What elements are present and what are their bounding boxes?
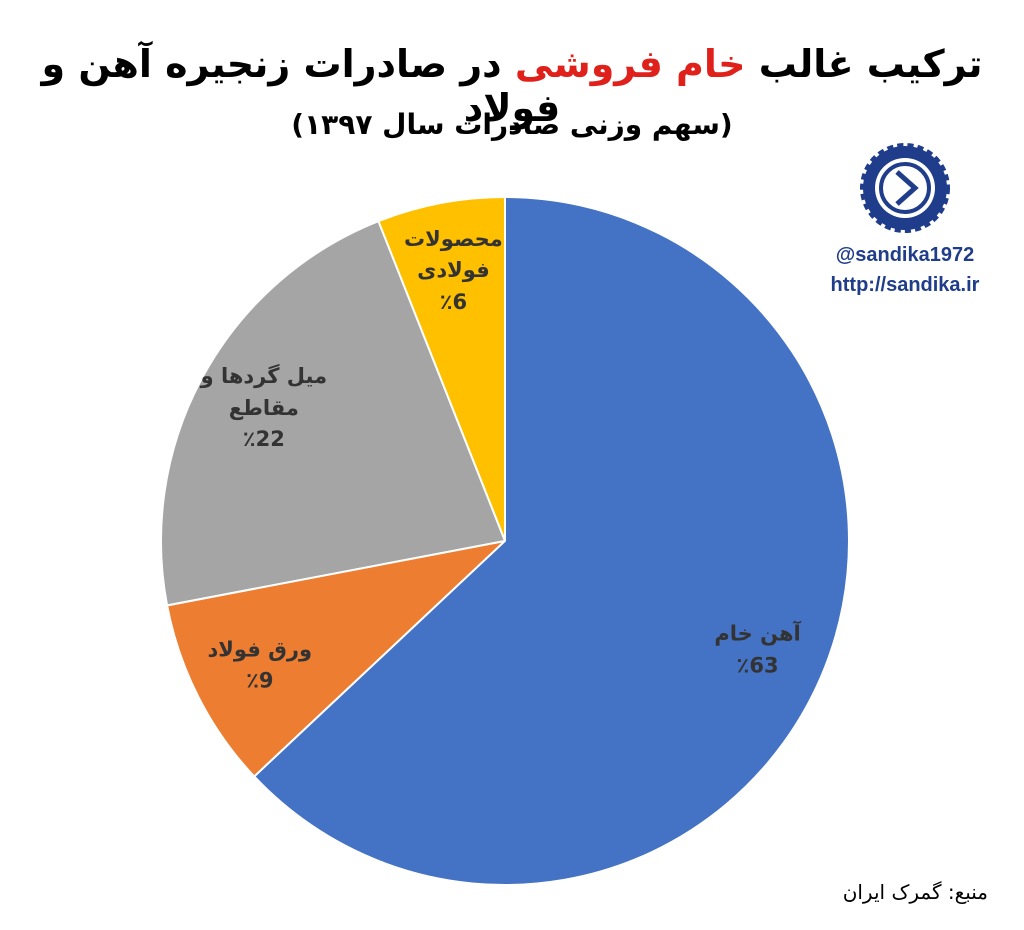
chart-subtitle: (سهم وزنی صادرات سال ۱۳۹۷) xyxy=(291,108,733,141)
value-label: ٪63 xyxy=(736,653,779,678)
source-note: منبع: گمرک ایران xyxy=(842,880,988,904)
title-part: خام فروشی xyxy=(514,42,746,86)
category-label: ورق فولاد xyxy=(207,637,313,662)
pie-slice xyxy=(165,539,509,778)
pie-slice xyxy=(252,195,850,886)
pie-slice xyxy=(377,195,506,542)
title-part: ترکیب غالب xyxy=(745,42,983,86)
slice-label: آهن خام ٪63 xyxy=(683,619,833,682)
category-label: آهن خام xyxy=(714,621,801,646)
value-label: ٪9 xyxy=(246,668,274,693)
title-part: در صادرات زنجیره آهن و فولاد xyxy=(41,42,561,130)
category-label: میل گردها و مقاطع xyxy=(200,364,328,420)
watermark-url: http://sandika.ir xyxy=(830,274,980,296)
chart-title: ترکیب غالب خام فروشی در صادرات زنجیره آه… xyxy=(0,42,1024,130)
slice-label: میل گردها و مقاطع ٪22 xyxy=(189,361,339,456)
watermark-handle: @sandika1972 xyxy=(835,244,975,266)
slice-label: ورق فولاد ٪9 xyxy=(185,634,335,697)
category-label: محصولات فولادی xyxy=(404,226,503,282)
value-label: ٪22 xyxy=(242,427,285,452)
pie-slice xyxy=(160,219,507,607)
value-label: ٪6 xyxy=(439,289,468,314)
slice-label: محصولات فولادی ٪6 xyxy=(378,223,528,318)
logo xyxy=(860,143,950,233)
